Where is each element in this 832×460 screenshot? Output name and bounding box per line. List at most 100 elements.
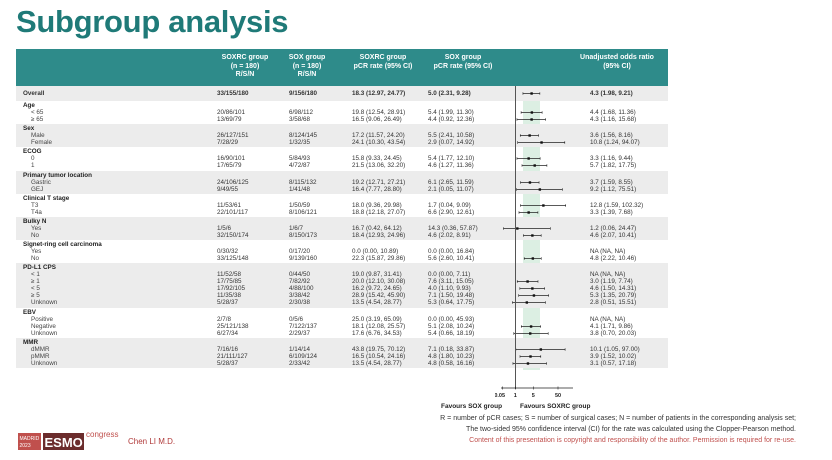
- table-row: GEJ 9/49/55 1/41/48 16.4 (7.77, 28.80) 2.1 (…: [16, 186, 668, 193]
- soxrc-rate: 16.4 (7.77, 28.80): [352, 185, 402, 193]
- soxrc-rate: 43.8 (19.75, 70.12): [352, 345, 406, 353]
- soxrc-rsn: 0/30/32: [217, 248, 239, 256]
- favours-left-label: Favours SOX group: [441, 403, 503, 410]
- subgroup-block: Sex Male 26/127/151 8/124/145 17.2 (11.57, 2…: [16, 124, 668, 148]
- odds-ratio: 3.8 (0.70, 20.03): [590, 329, 637, 337]
- odds-ratio: 5.7 (1.82, 17.75): [590, 162, 637, 170]
- odds-ratio: 3.1 (0.57, 17.18): [590, 359, 637, 367]
- row-label: ≥ 1: [31, 278, 40, 286]
- subgroup-label: Primary tumor location: [23, 171, 92, 179]
- soxrc-rate: 19.2 (12.71, 27.21): [352, 178, 406, 186]
- soxrc-rsn: 1/5/6: [217, 224, 232, 232]
- subgroup-label: Bulky N: [23, 217, 47, 225]
- soxrc-rsn: 33/125/148: [217, 255, 249, 263]
- soxrc-rsn: 25/121/138: [217, 322, 249, 330]
- forest-mark: [515, 347, 566, 351]
- forest-mark: [522, 92, 541, 95]
- table-row-overall: Overall 33/155/180 9/156/180 18.3 (12.97, 2…: [16, 86, 668, 101]
- row-label: Unknown: [31, 299, 58, 307]
- row-label: T4a: [31, 208, 42, 216]
- forest-mark: [516, 280, 539, 284]
- soxrc-rate: 18.8 (12.18, 27.07): [352, 208, 406, 216]
- sox-rsn: 2/30/38: [289, 299, 311, 307]
- table-row: 0 16/90/101 5/84/93 15.8 (9.33, 24.45) 5.4 (…: [16, 155, 668, 162]
- soxrc-rsn: 17/75/85: [217, 278, 242, 286]
- sox-rsn: 0/5/6: [289, 315, 304, 323]
- odds-ratio: 3.3 (1.39, 7.68): [590, 208, 633, 216]
- sox-rate: 5.4 (0.66, 18.19): [428, 329, 475, 337]
- table-header: SOXRC group (n = 180) R/S/N SOX group (n…: [16, 49, 668, 86]
- subgroup-header: Age: [16, 102, 668, 109]
- header-line: (n = 180): [292, 62, 322, 70]
- table-row: < 1 11/52/58 0/44/50 19.0 (9.87, 31.41) 0.0 …: [16, 271, 668, 278]
- table-row: dMMR 7/16/16 1/14/14 43.8 (19.75, 70.12) 7.1…: [16, 346, 668, 353]
- point-estimate: [539, 347, 543, 351]
- odds-ratio: 5.3 (1.35, 20.79): [590, 292, 637, 300]
- sox-rate: 4.8 (0.58, 16.16): [428, 359, 475, 367]
- soxrc-rate: 16.2 (9.72, 24.65): [352, 285, 402, 293]
- forest-mark: [512, 361, 547, 365]
- sox-rsn: 2/33/42: [289, 359, 311, 367]
- axis-tick-label: 5: [532, 393, 535, 399]
- forest-mark: [516, 118, 546, 121]
- esmo-congress-logo: MADRID 2023 ESMO congress: [18, 430, 118, 450]
- subgroup-header: Primary tumor location: [16, 172, 668, 179]
- soxrc-rsn: 6/27/34: [217, 329, 239, 337]
- soxrc-rate: 18.4 (12.93, 24.96): [352, 231, 406, 239]
- soxrc-rsn: 13/69/79: [217, 116, 242, 123]
- point-estimate: [526, 361, 530, 365]
- point-estimate: [529, 324, 533, 328]
- point-estimate: [529, 354, 532, 358]
- sox-rsn: 9/156/180: [289, 90, 318, 97]
- subgroup-header: Clinical T stage: [16, 195, 668, 202]
- sox-rsn: 0/17/20: [289, 248, 311, 256]
- point-estimate: [530, 92, 533, 95]
- sox-rate: 6.6 (2.90, 12.61): [428, 208, 475, 216]
- subgroup-block: EBV Positive 2/7/8 0/5/6 25.0 (3.19, 65.09) 0…: [16, 308, 668, 338]
- subgroup-block: Primary tumor location Gastric 24/106/125 8…: [16, 170, 668, 194]
- soxrc-rsn: 5/28/37: [217, 359, 239, 367]
- odds-ratio: 4.6 (1.50, 14.31): [590, 285, 637, 293]
- header-line: Unadjusted odds ratio: [580, 54, 654, 61]
- sox-rsn: 4/72/87: [289, 162, 311, 170]
- row-label: < 65: [31, 109, 44, 116]
- sox-rate: 4.8 (1.80, 10.23): [428, 352, 475, 360]
- forest-mark: [520, 111, 543, 114]
- table-row: pMMR 21/111/127 6/109/124 16.5 (10.54, 24.1…: [16, 353, 668, 360]
- row-label: No: [31, 255, 40, 263]
- sox-rsn: 5/84/93: [289, 155, 311, 163]
- odds-ratio: 4.4 (1.68, 11.36): [590, 109, 636, 116]
- sox-rsn: 8/106/121: [289, 208, 318, 216]
- odds-ratio: NA (NA, NA): [590, 315, 626, 323]
- table-row: Positive 2/7/8 0/5/6 25.0 (3.19, 65.09) 0.0 …: [16, 316, 668, 323]
- subgroup-header: ECOG: [16, 148, 668, 155]
- svg-text:ESMO: ESMO: [45, 435, 83, 450]
- forest-mark: [519, 354, 542, 358]
- forest-mark: [520, 203, 566, 207]
- forest-mark: [523, 257, 542, 260]
- soxrc-rsn: 24/106/125: [217, 178, 249, 186]
- odds-ratio: 3.3 (1.16, 9.44): [590, 155, 633, 163]
- header-odds-ratio: Unadjusted odds ratio (95% CI): [571, 54, 663, 71]
- point-estimate: [538, 187, 542, 191]
- author-name: Chen LI M.D.: [128, 437, 176, 446]
- soxrc-rate: 0.0 (0.00, 10.89): [352, 248, 399, 256]
- sox-rsn: 1/50/59: [289, 201, 311, 209]
- point-estimate: [528, 134, 531, 137]
- row-label: Unknown: [31, 329, 58, 337]
- sox-rate: 2.1 (0.05, 11.07): [428, 185, 474, 193]
- sox-rate: 4.6 (1.27, 11.36): [428, 162, 474, 170]
- header-line: SOX group: [444, 54, 482, 61]
- soxrc-rsn: 17/92/105: [217, 285, 246, 293]
- sox-rsn: 8/124/145: [289, 132, 318, 140]
- odds-ratio: 3.6 (1.56, 8.16): [590, 132, 633, 140]
- soxrc-rsn: 7/28/29: [217, 139, 239, 147]
- sox-rsn: 6/109/124: [289, 352, 318, 360]
- header-line: pCR rate (95% CI): [433, 62, 493, 70]
- sox-rsn: 3/38/42: [289, 292, 311, 300]
- soxrc-rsn: 32/150/174: [217, 231, 249, 239]
- copyright-notice: Content of this presentation is copyrigh…: [469, 437, 796, 444]
- table-row: < 65 20/86/101 6/98/112 19.8 (12.54, 28.91)…: [16, 109, 668, 116]
- odds-ratio: 1.2 (0.06, 24.47): [590, 224, 637, 232]
- sox-rate: 0.0 (0.00, 16.84): [428, 248, 475, 256]
